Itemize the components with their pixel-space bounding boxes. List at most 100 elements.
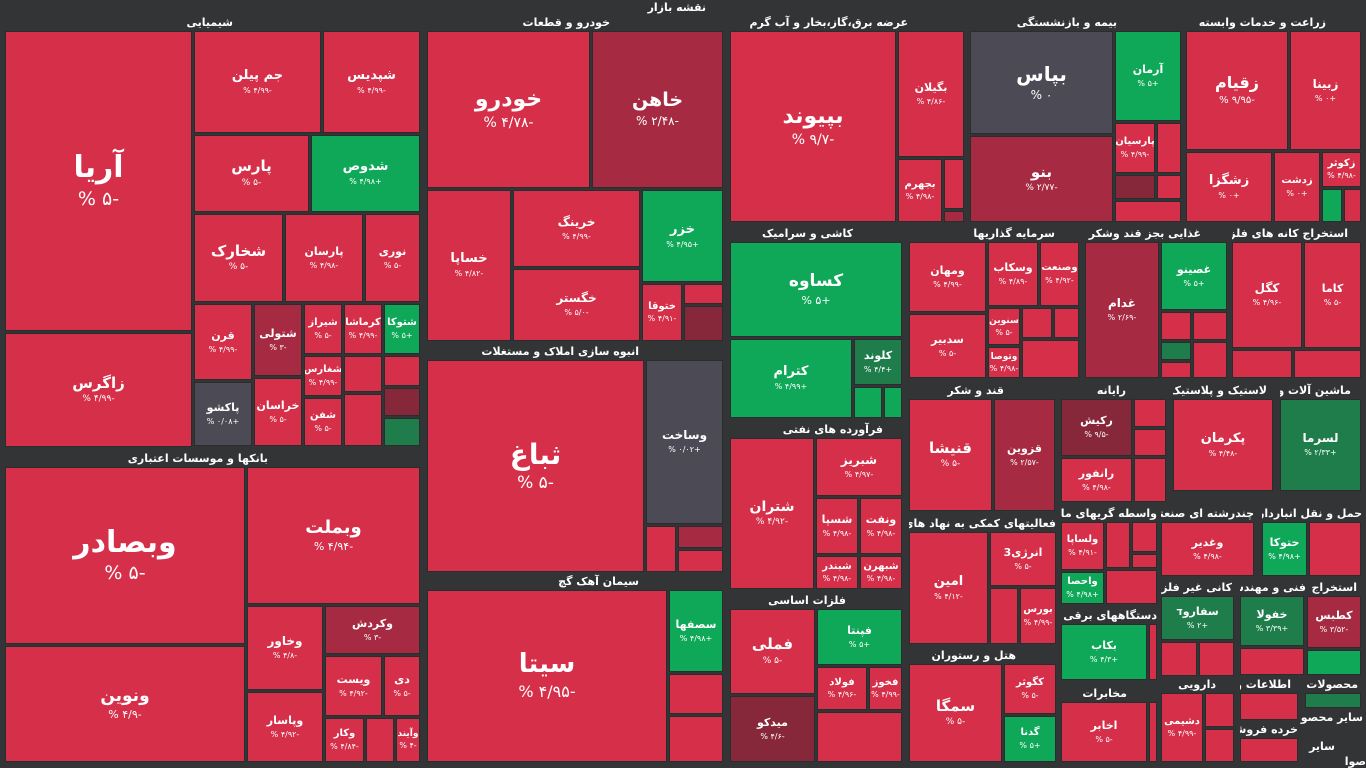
- stock-tile[interactable]: اخابر -۵ %: [1061, 702, 1147, 762]
- stock-tile[interactable]: شفن -۵ %: [304, 398, 342, 446]
- stock-tile[interactable]: قرن -۴/۹۹ %: [194, 304, 252, 380]
- stock-tile[interactable]: آریا -۵ %: [5, 31, 192, 331]
- stock-tile[interactable]: [1161, 642, 1197, 676]
- stock-tile[interactable]: میدکو -۴/۶ %: [730, 696, 815, 762]
- stock-tile[interactable]: [1294, 350, 1361, 378]
- stock-tile[interactable]: [854, 387, 882, 418]
- stock-tile[interactable]: وکردش -۳ %: [325, 606, 420, 654]
- stock-tile[interactable]: [1149, 624, 1157, 680]
- stock-tile[interactable]: وپاسار -۴/۹۲ %: [247, 692, 323, 762]
- stock-tile[interactable]: وآیند -۴ %: [396, 718, 420, 762]
- stock-tile[interactable]: [344, 394, 382, 446]
- stock-tile[interactable]: زدشت +۰ %: [1274, 152, 1320, 222]
- stock-tile[interactable]: [1232, 350, 1292, 378]
- stock-tile[interactable]: زکوثر -۴/۹۸ %: [1322, 152, 1361, 187]
- stock-tile[interactable]: خاهن -۲/۴۸ %: [592, 31, 723, 188]
- stock-tile[interactable]: غدام -۲/۶۹ %: [1085, 242, 1159, 378]
- stock-tile[interactable]: [1134, 458, 1166, 502]
- stock-tile[interactable]: خفولا +۳/۳۹ %: [1240, 596, 1304, 646]
- stock-tile[interactable]: [384, 418, 420, 446]
- stock-tile[interactable]: [1309, 522, 1361, 576]
- stock-tile[interactable]: رانفور -۴/۹۸ %: [1061, 458, 1132, 502]
- stock-tile[interactable]: [1240, 648, 1304, 675]
- stock-tile[interactable]: [1134, 429, 1166, 456]
- stock-tile[interactable]: [1134, 399, 1166, 427]
- stock-tile[interactable]: شدوص +۴/۹۸ %: [311, 135, 420, 212]
- stock-tile[interactable]: [1240, 693, 1298, 720]
- stock-tile[interactable]: خراسان -۵ %: [254, 378, 302, 446]
- stock-tile[interactable]: [1193, 312, 1227, 340]
- stock-tile[interactable]: [1022, 308, 1052, 338]
- stock-tile[interactable]: بگیلان -۴/۸۶ %: [898, 31, 964, 157]
- stock-tile[interactable]: دی -۵ %: [384, 656, 420, 716]
- stock-tile[interactable]: [669, 674, 723, 714]
- stock-tile[interactable]: وساخت +۰/۰۲ %: [646, 360, 723, 524]
- stock-tile[interactable]: بپیوند -۹/۷ %: [730, 31, 896, 222]
- stock-tile[interactable]: ختوقا -۴/۹۱ %: [642, 284, 682, 341]
- stock-tile[interactable]: کرماشا -۴/۹۹ %: [344, 304, 382, 354]
- stock-tile[interactable]: [1161, 342, 1191, 360]
- stock-tile[interactable]: [366, 718, 394, 762]
- stock-tile[interactable]: شبهرن -۴/۹۸ %: [860, 556, 902, 589]
- stock-tile[interactable]: فملی -۵ %: [730, 609, 815, 694]
- stock-tile[interactable]: [944, 211, 964, 222]
- stock-tile[interactable]: حتوکا +۴/۹۸ %: [1262, 522, 1307, 576]
- stock-tile[interactable]: سدبیر -۵ %: [909, 314, 986, 378]
- stock-tile[interactable]: کلوند +۴/۴ %: [854, 339, 902, 385]
- stock-tile[interactable]: شبندر -۴/۹۸ %: [816, 556, 858, 589]
- stock-tile[interactable]: شسپا -۴/۹۸ %: [816, 498, 858, 554]
- stock-tile[interactable]: وتوصا -۴/۹۸ %: [988, 347, 1020, 378]
- stock-tile[interactable]: نوری -۵ %: [365, 214, 420, 302]
- stock-tile[interactable]: [1205, 693, 1234, 727]
- stock-tile[interactable]: کترام +۴/۹۹ %: [730, 339, 852, 418]
- stock-tile[interactable]: [1161, 312, 1191, 340]
- stock-tile[interactable]: خزر +۴/۹۵ %: [642, 190, 723, 282]
- stock-tile[interactable]: زاگرس -۴/۹۹ %: [5, 333, 192, 447]
- stock-tile[interactable]: شتران -۴/۹۲ %: [730, 438, 814, 589]
- stock-tile[interactable]: وسکاب -۴/۸۹ %: [988, 242, 1038, 306]
- stock-tile[interactable]: گدنا +۵ %: [1004, 716, 1056, 762]
- stock-tile[interactable]: [1115, 201, 1181, 222]
- stock-tile[interactable]: کاما -۵ %: [1304, 242, 1361, 348]
- stock-tile[interactable]: سنوین -۵ %: [988, 308, 1020, 345]
- stock-tile[interactable]: سمگا -۵ %: [909, 664, 1002, 762]
- stock-tile[interactable]: قزوین -۲/۵۷ %: [994, 399, 1055, 511]
- stock-tile[interactable]: شخارک -۵ %: [194, 214, 283, 302]
- stock-tile[interactable]: پارس -۵ %: [194, 135, 309, 212]
- stock-tile[interactable]: سصفها +۴/۹۸ %: [669, 590, 723, 672]
- stock-tile[interactable]: سیتا -۴/۹۵ %: [427, 590, 667, 762]
- stock-tile[interactable]: کگوثر -۵ %: [1004, 664, 1056, 714]
- stock-tile[interactable]: فخوز -۴/۹۹ %: [869, 667, 902, 710]
- stock-tile[interactable]: قنیشا -۵ %: [909, 399, 992, 511]
- stock-tile[interactable]: [684, 306, 723, 341]
- stock-tile[interactable]: جم پیلن -۴/۹۹ %: [194, 31, 321, 133]
- stock-tile[interactable]: رکیش -۹/۵ %: [1061, 399, 1132, 456]
- stock-tile[interactable]: وخاور -۴/۸ %: [247, 606, 323, 690]
- stock-tile[interactable]: بورس -۴/۹۹ %: [1020, 588, 1056, 644]
- stock-tile[interactable]: [1157, 175, 1181, 199]
- stock-tile[interactable]: بنو -۲/۷۷ %: [970, 136, 1113, 222]
- stock-tile[interactable]: [1132, 554, 1157, 568]
- stock-tile[interactable]: ومهان -۴/۹۹ %: [909, 242, 986, 312]
- stock-tile[interactable]: ولساپا -۴/۹۱ %: [1061, 522, 1104, 570]
- stock-tile[interactable]: ثباغ -۵ %: [427, 360, 644, 572]
- stock-tile[interactable]: شغارس -۴/۹۹ %: [304, 356, 342, 396]
- stock-tile[interactable]: [990, 588, 1018, 644]
- stock-tile[interactable]: امین -۴/۱۲ %: [909, 532, 988, 644]
- stock-tile[interactable]: وصنعت -۴/۹۲ %: [1040, 242, 1079, 306]
- stock-tile[interactable]: کساوه +۵ %: [730, 242, 902, 337]
- stock-tile[interactable]: [1157, 123, 1181, 173]
- stock-tile[interactable]: [1054, 308, 1079, 338]
- stock-tile[interactable]: [1149, 702, 1157, 762]
- stock-tile[interactable]: زشگزا +۰ %: [1186, 152, 1272, 222]
- stock-tile[interactable]: [669, 716, 723, 762]
- stock-tile[interactable]: [1305, 693, 1361, 708]
- stock-tile[interactable]: [817, 712, 902, 762]
- stock-tile[interactable]: فپنتا +۵ %: [817, 609, 902, 665]
- stock-tile[interactable]: پاکشو +۰/۰۸ %: [194, 382, 252, 446]
- stock-tile[interactable]: شپدیس -۴/۹۹ %: [323, 31, 420, 133]
- stock-tile[interactable]: ونوین -۴/۹ %: [5, 646, 245, 762]
- stock-tile[interactable]: کگل -۴/۹۶ %: [1232, 242, 1302, 348]
- stock-tile[interactable]: کطبس -۳/۵۲ %: [1307, 596, 1361, 648]
- stock-tile[interactable]: وکار -۴/۸۴ %: [325, 718, 364, 762]
